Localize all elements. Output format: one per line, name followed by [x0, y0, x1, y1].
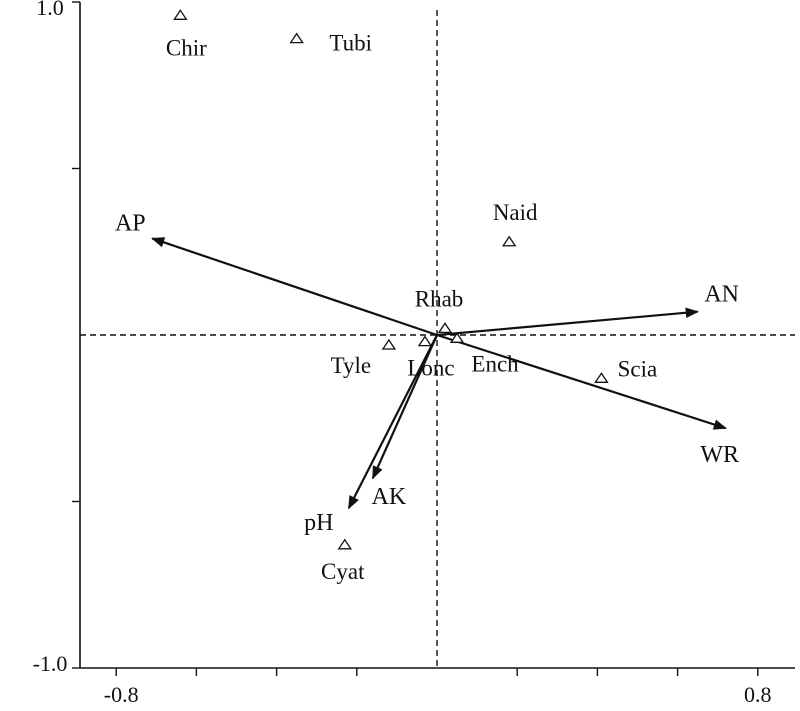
species-marker-chir — [173, 9, 188, 20]
species-points: Chir Tubi Naid Rhab Tyle Lonc Ench Scia Cyat — [166, 9, 658, 584]
species-marker-tubi — [289, 32, 304, 44]
species-label-chir: Chir — [166, 35, 207, 60]
x-tick-label: 0.8 — [744, 682, 772, 707]
vector-ap — [151, 237, 438, 337]
vector-ph — [347, 334, 438, 510]
vector-wr — [436, 333, 727, 430]
vector-label-an: AN — [704, 282, 739, 308]
species-label-tubi: Tubi — [329, 31, 372, 56]
species-label-rhab: Rhab — [415, 286, 464, 311]
y-tick-label: -1.0 — [33, 651, 68, 676]
species-marker-scia — [594, 372, 609, 383]
axis-ticks: -0.8 0.8 1.0 -1.0 — [33, 0, 772, 707]
environmental-vectors: AP AN WR AK pH — [115, 210, 739, 536]
species-label-scia: Scia — [618, 356, 658, 381]
species-marker-cyat — [337, 538, 352, 550]
species-label-naid: Naid — [493, 200, 538, 225]
x-tick-label: -0.8 — [104, 682, 139, 707]
zero-reference-lines — [80, 10, 795, 668]
vector-label-ap: AP — [115, 210, 146, 236]
vector-label-wr: WR — [700, 442, 739, 468]
species-marker-lonc — [417, 335, 433, 347]
species-marker-tyle — [381, 338, 397, 350]
vector-an — [436, 307, 699, 337]
species-label-lonc: Lonc — [407, 356, 454, 381]
species-label-cyat: Cyat — [321, 559, 365, 584]
species-marker-naid — [501, 235, 517, 247]
species-label-tyle: Tyle — [331, 353, 372, 378]
vector-ak — [371, 334, 439, 480]
species-marker-ench — [449, 332, 465, 343]
y-tick-label: 1.0 — [36, 0, 64, 20]
species-label-ench: Ench — [471, 351, 519, 376]
species-marker-rhab — [437, 322, 453, 333]
vector-label-ph: pH — [304, 510, 333, 536]
vector-label-ak: AK — [372, 484, 407, 510]
